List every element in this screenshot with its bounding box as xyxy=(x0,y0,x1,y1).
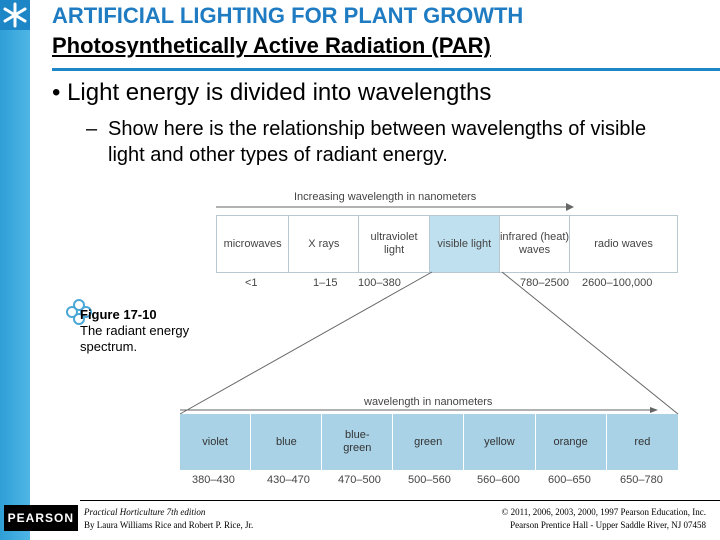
range-blue-green: 470–500 xyxy=(338,474,381,486)
color-green: green xyxy=(393,414,465,470)
zoom-arrow xyxy=(180,407,658,413)
color-blue: blue xyxy=(251,414,323,470)
band-xrays: X rays xyxy=(289,216,360,272)
increasing-arrow xyxy=(216,203,574,211)
range-green: 500–560 xyxy=(408,474,451,486)
sub-bullet-dash: – xyxy=(86,118,98,140)
range-blue: 430–470 xyxy=(267,474,310,486)
footer-left: Practical Horticulture 7th edition By La… xyxy=(84,506,253,532)
footer-right: © 2011, 2006, 2003, 2000, 1997 Pearson E… xyxy=(456,506,706,532)
asterisk-icon xyxy=(0,0,30,30)
caption-title: Figure 17-10 xyxy=(80,307,157,322)
range-yellow: 560–600 xyxy=(477,474,520,486)
color-orange: orange xyxy=(536,414,607,470)
increasing-wavelength-label: Increasing wavelength in nanometers xyxy=(294,191,477,203)
zoom-wavelength-label: wavelength in nanometers xyxy=(364,396,493,408)
range-ultraviolet: 100–380 xyxy=(358,277,401,289)
bullet-point: • Light energy is divided into wavelengt… xyxy=(52,79,492,106)
footer-book: Practical Horticulture 7th edition xyxy=(84,507,206,517)
range-red: 650–780 xyxy=(620,474,663,486)
color-blue-green: blue-green xyxy=(322,414,394,470)
pearson-logo: P PEARSON xyxy=(4,505,78,531)
figure-caption: Figure 17-10 The radiant energy spectrum… xyxy=(80,307,190,355)
band-radio: radio waves xyxy=(594,237,653,250)
caption-text: The radiant energy spectrum. xyxy=(80,323,190,354)
footer-authors: By Laura Williams Rice and Robert P. Ric… xyxy=(84,520,254,530)
band-infrared: infrared (heat) waves xyxy=(500,216,571,272)
range-orange: 600–650 xyxy=(548,474,591,486)
range-microwaves: <1 xyxy=(245,277,258,289)
slide-title: ARTIFICIAL LIGHTING FOR PLANT GROWTH xyxy=(52,3,524,28)
footer-publisher: Pearson Prentice Hall - Upper Saddle Riv… xyxy=(510,520,706,530)
color-violet: violet xyxy=(180,414,252,470)
spectrum-table: microwaves X rays ultraviolet light visi… xyxy=(216,215,678,273)
title-rule xyxy=(52,68,720,71)
sidebar-bar xyxy=(0,0,30,540)
range-violet: 380–430 xyxy=(192,474,235,486)
sub-bullet-text: Show here is the relationship between wa… xyxy=(108,118,647,166)
footer-copyright: © 2011, 2006, 2003, 2000, 1997 Pearson E… xyxy=(501,507,706,517)
pearson-logo-text: PEARSON xyxy=(7,511,74,525)
slide-subtitle: Photosynthetically Active Radiation (PAR… xyxy=(52,33,491,58)
footer-rule xyxy=(80,500,720,501)
range-xrays: 1–15 xyxy=(313,277,338,289)
bullet-text: Light energy is divided into wavelengths xyxy=(67,79,492,106)
visible-color-table: violet blue blue-green green yellow oran… xyxy=(180,414,678,470)
flower-icon xyxy=(64,297,94,332)
range-radio: 2600–100,000 xyxy=(582,277,653,289)
zoom-lines xyxy=(179,271,679,415)
range-infrared: 780–2500 xyxy=(520,277,569,289)
band-ultraviolet: ultraviolet light xyxy=(359,216,430,272)
color-yellow: yellow xyxy=(464,414,536,470)
band-visible: visible light xyxy=(429,216,500,272)
band-microwaves: microwaves xyxy=(217,216,290,272)
color-red: red xyxy=(634,435,651,448)
